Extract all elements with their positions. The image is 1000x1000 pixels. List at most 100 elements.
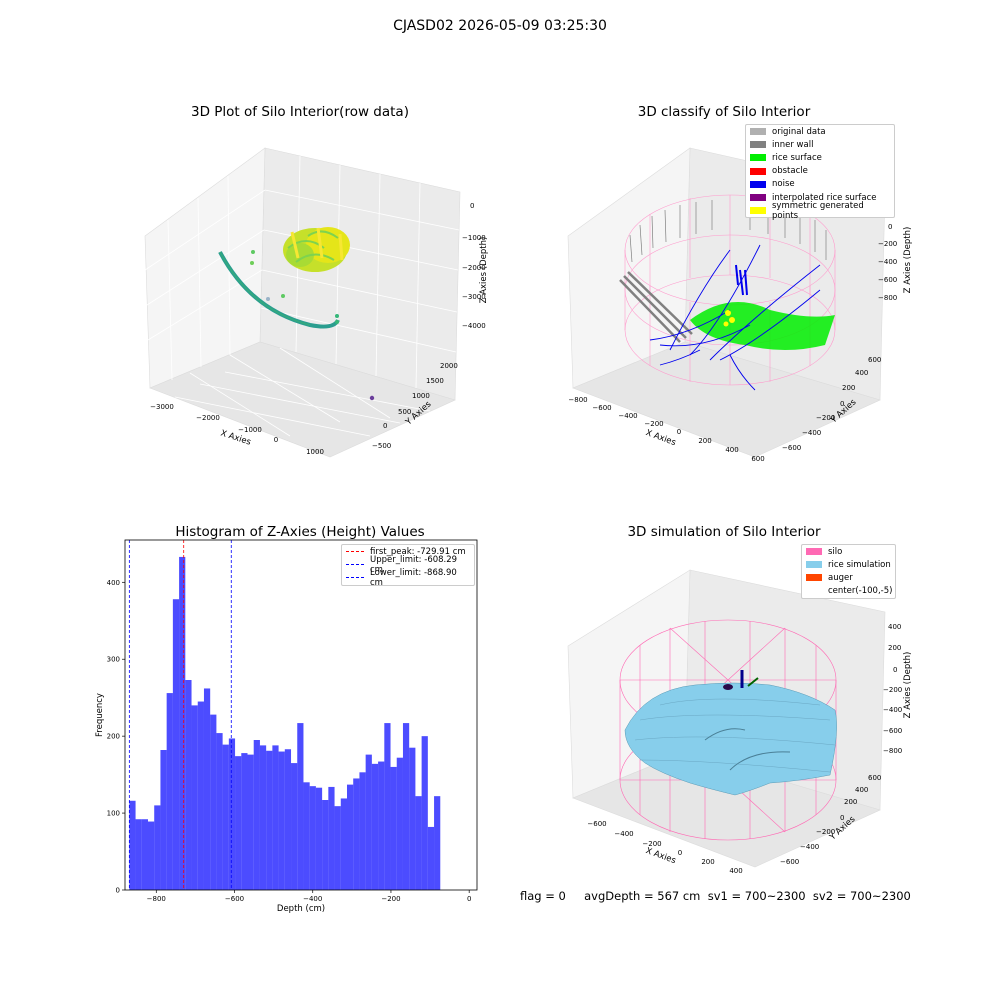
raw-axes-panes bbox=[144, 147, 461, 458]
histogram-bar bbox=[371, 763, 379, 890]
histogram-bar bbox=[185, 680, 192, 890]
legend-entry-center: center(-100,-5) bbox=[802, 585, 895, 598]
histogram-bar bbox=[154, 805, 161, 890]
classify-axis-ticks: −800 −600 −400 −200 0 200 400 600 −600 −… bbox=[568, 206, 897, 463]
histogram-bar bbox=[241, 753, 248, 890]
histogram-bar bbox=[129, 800, 136, 890]
histogram-bar bbox=[147, 821, 155, 890]
legend-entry-original-data: original data bbox=[746, 125, 894, 138]
histogram-bar bbox=[247, 754, 254, 890]
raw-x-tick: −2000 bbox=[196, 414, 220, 422]
legend-entry-lower-limit: Lower_limit: -868.90 cm bbox=[342, 568, 474, 588]
classify-inner-wall bbox=[619, 200, 827, 343]
raw-x-tick: −3000 bbox=[150, 403, 174, 411]
histogram-bar bbox=[334, 806, 341, 890]
simulation-auger bbox=[723, 670, 759, 690]
classify-x-tick: 200 bbox=[698, 437, 711, 445]
simulation-z-tick: −800 bbox=[883, 747, 902, 755]
classify-z-tick: −800 bbox=[878, 294, 897, 302]
histogram-bar bbox=[427, 826, 435, 890]
histogram-bar bbox=[390, 766, 397, 890]
simulation-3d-plot: −600 −400 −200 0 200 400 −600 −400 −200 … bbox=[567, 569, 913, 875]
histogram-bar bbox=[160, 750, 167, 890]
histogram-x-tick-label: 0 bbox=[467, 895, 471, 903]
legend-entry-auger: auger bbox=[802, 571, 895, 584]
simulation-x-tick: 0 bbox=[678, 849, 682, 857]
status-line: flag = 0 avgDepth = 567 cm sv1 = 700~230… bbox=[520, 889, 911, 903]
classify-y-tick: −200 bbox=[816, 414, 835, 422]
raw-y-tick: 2000 bbox=[440, 362, 458, 370]
classify-plot-title: 3D classify of Silo Interior bbox=[637, 104, 811, 120]
histogram-bar bbox=[197, 701, 204, 890]
simulation-z-tick: −200 bbox=[883, 686, 902, 694]
legend-swatch bbox=[806, 548, 822, 556]
simulation-x-tick: −400 bbox=[614, 830, 633, 838]
histogram-bar bbox=[409, 747, 416, 890]
histogram-bar bbox=[141, 819, 148, 890]
legend-swatch bbox=[750, 194, 766, 202]
simulation-z-tick: −400 bbox=[883, 706, 902, 714]
histogram-y-tick-label: 300 bbox=[107, 656, 120, 664]
histogram-bar bbox=[203, 688, 211, 890]
classify-x-tick: −200 bbox=[644, 420, 663, 428]
histogram-bar bbox=[228, 738, 236, 890]
classify-y-tick: 0 bbox=[840, 400, 844, 408]
legend-line bbox=[346, 551, 364, 553]
legend-swatch bbox=[750, 167, 766, 175]
histogram-bar bbox=[353, 778, 360, 890]
simulation-rice-surface bbox=[624, 682, 837, 796]
legend-line bbox=[346, 564, 364, 566]
histogram-axes-frame bbox=[124, 539, 478, 891]
classify-x-tick: 400 bbox=[725, 446, 738, 454]
histogram-bar bbox=[291, 763, 298, 890]
simulation-y-tick: −200 bbox=[816, 828, 835, 836]
histogram-bar bbox=[434, 796, 441, 890]
raw-y-tick: 500 bbox=[398, 408, 411, 416]
histogram-bar bbox=[415, 796, 422, 890]
histogram-bar bbox=[266, 750, 273, 890]
raw-z-tick: −3000 bbox=[462, 293, 486, 301]
legend-entry-first-peak: first_peak: -729.91 cm bbox=[342, 545, 474, 558]
raw-teal-arc bbox=[218, 251, 340, 329]
histogram-x-axis-label: Depth (cm) bbox=[277, 904, 325, 914]
raw-y-tick: 1000 bbox=[412, 392, 430, 400]
histogram-x-tick-label: −200 bbox=[381, 895, 400, 903]
simulation-z-tick: 200 bbox=[888, 644, 901, 652]
simulation-y-tick: −600 bbox=[780, 858, 799, 866]
histogram-bar bbox=[191, 705, 198, 890]
simulation-y-tick: 400 bbox=[855, 786, 868, 794]
simulation-z-tick: −600 bbox=[883, 727, 902, 735]
histogram-bar bbox=[396, 757, 403, 890]
raw-plot-title: 3D Plot of Silo Interior(row data) bbox=[191, 104, 409, 120]
simulation-plot-title: 3D simulation of Silo Interior bbox=[627, 524, 821, 540]
histogram-legend: first_peak: -729.91 cm Upper_limit: -608… bbox=[341, 544, 475, 588]
legend-swatch bbox=[806, 588, 822, 595]
classify-x-tick: 600 bbox=[751, 455, 764, 463]
raw-z-tick: 0 bbox=[470, 202, 474, 210]
simulation-z-tick: 400 bbox=[888, 623, 901, 631]
histogram-x-tick-label: −400 bbox=[303, 895, 322, 903]
legend-entry-inner-wall: inner wall bbox=[746, 138, 894, 151]
classify-y-tick: 200 bbox=[842, 384, 855, 392]
histogram-x-tick-label: −800 bbox=[147, 895, 166, 903]
classify-3d-plot: −800 −600 −400 −200 0 200 400 600 −600 −… bbox=[567, 147, 913, 463]
histogram-bar bbox=[340, 798, 347, 890]
simulation-y-tick: −400 bbox=[800, 843, 819, 851]
classify-z-tick: −400 bbox=[878, 258, 897, 266]
histogram-bar bbox=[179, 556, 186, 890]
raw-x-tick: 1000 bbox=[306, 448, 324, 456]
raw-y-tick: 1500 bbox=[426, 377, 444, 385]
simulation-x-axis-label: X Axies bbox=[644, 846, 677, 866]
histogram-y-tick-label: 200 bbox=[107, 733, 120, 741]
raw-x-tick: 0 bbox=[274, 436, 278, 444]
raw-axis-ticks: −3000 −2000 −1000 0 1000 −500 0 500 1000… bbox=[150, 202, 486, 456]
raw-y-tick: 0 bbox=[383, 422, 387, 430]
simulation-z-tick: 0 bbox=[893, 666, 897, 674]
legend-line bbox=[346, 577, 364, 579]
histogram-bar bbox=[272, 745, 279, 890]
classify-x-tick: −400 bbox=[618, 412, 637, 420]
legend-entry-noise: noise bbox=[746, 178, 894, 191]
legend-swatch bbox=[750, 154, 766, 162]
raw-scatter-points bbox=[250, 250, 375, 401]
simulation-z-axis-label: Z Axies (Depth) bbox=[903, 652, 913, 719]
